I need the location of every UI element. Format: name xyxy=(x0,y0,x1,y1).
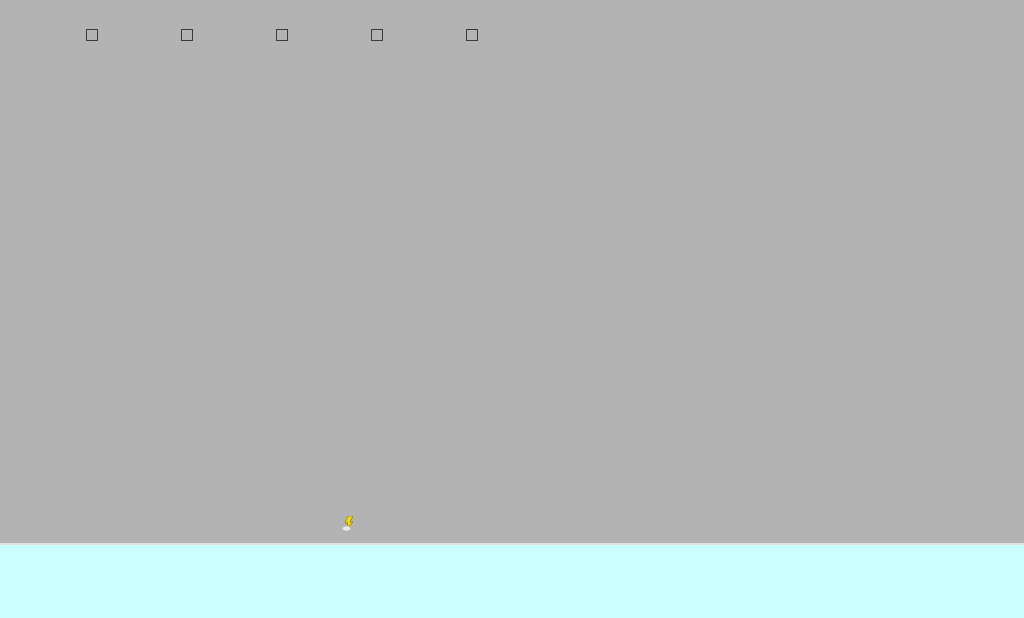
legend-swatch-gusts xyxy=(466,29,478,41)
legend-item-humidity xyxy=(181,29,198,41)
weather-marker-icon xyxy=(342,516,354,531)
legend-item-wind xyxy=(371,29,388,41)
sunrise-marker xyxy=(342,516,357,531)
legend-swatch-wind xyxy=(371,29,383,41)
legend-item-rain xyxy=(276,29,293,41)
legend-swatch-temp xyxy=(86,29,98,41)
legend-swatch-humidity xyxy=(181,29,193,41)
weather-chart-plot xyxy=(0,0,1024,543)
legend-swatch-rain xyxy=(276,29,288,41)
summary-table xyxy=(0,543,1024,618)
legend-item-gusts xyxy=(466,29,483,41)
legend-item-temp xyxy=(86,29,103,41)
